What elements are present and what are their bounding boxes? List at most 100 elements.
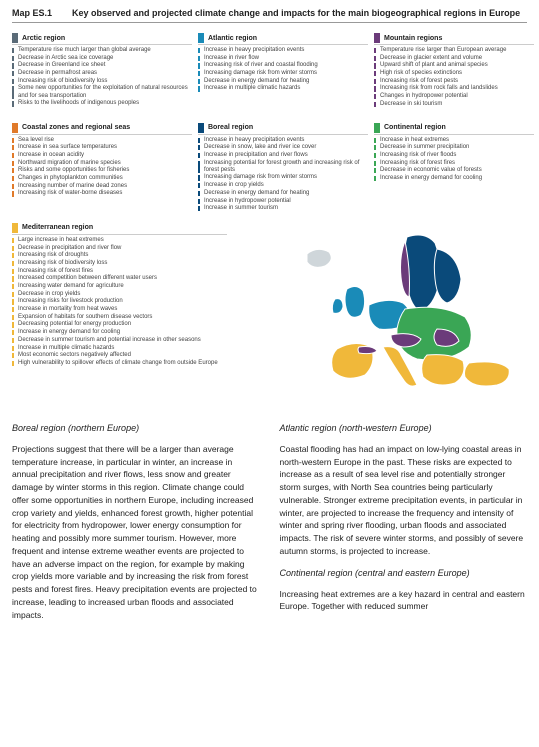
region-item: Upward shift of plant and animal species [374,62,534,69]
title-code: Map ES.1 [12,8,62,18]
region-title: Boreal region [208,124,253,131]
region-item: Decrease in snow, lake and river ice cov… [198,144,368,151]
region-swatch [12,33,18,43]
item-text: Decrease in economic value of forests [380,167,482,174]
item-text: Some new opportunities for the exploitat… [18,85,192,99]
region-title: Coastal zones and regional seas [22,124,130,131]
region-item: Increase in crop yields [198,182,368,189]
regions-grid: Arctic regionTemperature rise much large… [12,33,527,223]
item-bar [374,63,376,68]
item-text: Decrease in glacier extent and volume [380,55,482,62]
region-item: Expansion of habitats for southern disea… [12,314,227,321]
region-item: Increasing risk of forest pests [374,78,534,85]
region-item: Decrease in precipitation and river flow [12,245,227,252]
item-text: Large increase in heat extremes [18,237,104,244]
region-item: Risks to the livelihoods of indigenous p… [12,100,192,107]
item-bar [198,206,200,211]
item-text: Increase in ocean acidity [18,152,84,159]
item-text: Increasing risk of biodiversity loss [18,78,107,85]
item-text: Changes in hydropower potential [380,93,468,100]
region-item: Decrease in glacier extent and volume [374,55,534,62]
item-bar [198,175,200,180]
item-text: Increased competition between different … [18,275,157,282]
item-bar [12,330,14,335]
item-bar [12,315,14,320]
item-text: Increasing risk of forest pests [380,78,458,85]
left-heading: Boreal region (northern Europe) [12,423,260,433]
item-bar [374,168,376,173]
region-block: Continental regionIncrease in heat extre… [374,123,534,213]
item-text: Changes in phytoplankton communities [18,175,123,182]
region-item: Increase in energy demand for cooling [374,175,534,182]
region-swatch [198,33,204,43]
item-text: Increasing risk of water-borne diseases [18,190,122,197]
item-bar [198,79,200,84]
item-bar [374,153,376,158]
body-columns: Boreal region (northern Europe) Projecti… [12,423,527,632]
item-bar [198,183,200,188]
item-text: Risks to the livelihoods of indigenous p… [18,100,139,107]
item-bar [12,322,14,327]
region-swatch [374,33,380,43]
item-text: Increase in multiple climatic hazards [18,345,114,352]
region-item: Increasing damage risk from winter storm… [198,70,368,77]
item-bar [374,102,376,107]
item-bar [198,145,200,150]
region-block: Coastal zones and regional seasSea level… [12,123,192,213]
region-item: Decreasing potential for energy producti… [12,321,227,328]
region-block: Boreal regionIncrease in heavy precipita… [198,123,368,213]
item-bar [374,79,376,84]
item-text: Increase in river flow [204,55,259,62]
region-item: Decrease in energy demand for heating [198,78,368,85]
map-ireland [332,299,343,314]
left-para: Projections suggest that there will be a… [12,443,260,622]
med-and-map-row: Mediterranean region Large increase in he… [12,223,527,423]
region-item: Increase in energy demand for cooling [12,329,227,336]
item-bar [12,338,14,343]
item-bar [198,63,200,68]
body-right: Atlantic region (north-western Europe) C… [280,423,528,632]
item-text: Increase in energy demand for cooling [380,175,482,182]
item-bar [374,94,376,99]
item-bar [12,168,14,173]
item-text: Temperature rise much larger than global… [18,47,151,54]
item-bar [198,199,200,204]
item-bar [12,86,14,98]
map-balkans [422,354,464,384]
item-bar [12,176,14,181]
region-header: Atlantic region [198,33,368,45]
region-item: Decrease in energy demand for heating [198,190,368,197]
item-bar [12,161,14,166]
item-text: Increase in heavy precipitation events [204,47,304,54]
item-text: Increasing risk of biodiversity loss [18,260,107,267]
region-title: Atlantic region [208,35,257,42]
item-text: Decrease in summer precipitation [380,144,469,151]
region-item: Increase in ocean acidity [12,152,192,159]
item-bar [374,71,376,76]
region-item: Increasing risk of river floods [374,152,534,159]
item-text: Increasing damage risk from winter storm… [204,70,317,77]
item-bar [12,307,14,312]
item-bar [198,71,200,76]
item-text: Decrease in precipitation and river flow [18,245,121,252]
region-item: Risks and some opportunities for fisheri… [12,167,192,174]
region-item: Decrease in Greenland ice sheet [12,62,192,69]
right-heading-1: Atlantic region (north-western Europe) [280,423,528,433]
region-header: Mediterranean region [12,223,227,235]
region-item: Increasing risk from rock falls and land… [374,85,534,92]
item-text: Increasing risks for livestock productio… [18,298,123,305]
region-header: Continental region [374,123,534,135]
item-text: Increase in mortality from heat waves [18,306,117,313]
item-text: Decrease in summer tourism and potential… [18,337,201,344]
region-item: Decrease in permafrost areas [12,70,192,77]
map-anatolia [465,362,510,386]
body-left: Boreal region (northern Europe) Projecti… [12,423,260,632]
region-item: Increasing water demand for agriculture [12,283,227,290]
region-item: Increasing risk of water-borne diseases [12,190,192,197]
item-text: Increasing risk of forest fires [380,160,455,167]
region-item: Decrease in crop yields [12,291,227,298]
item-text: Increase in crop yields [204,182,264,189]
item-bar [198,138,200,143]
region-item: Temperature rise larger than European av… [374,47,534,54]
item-text: Increasing number of marine dead zones [18,183,127,190]
